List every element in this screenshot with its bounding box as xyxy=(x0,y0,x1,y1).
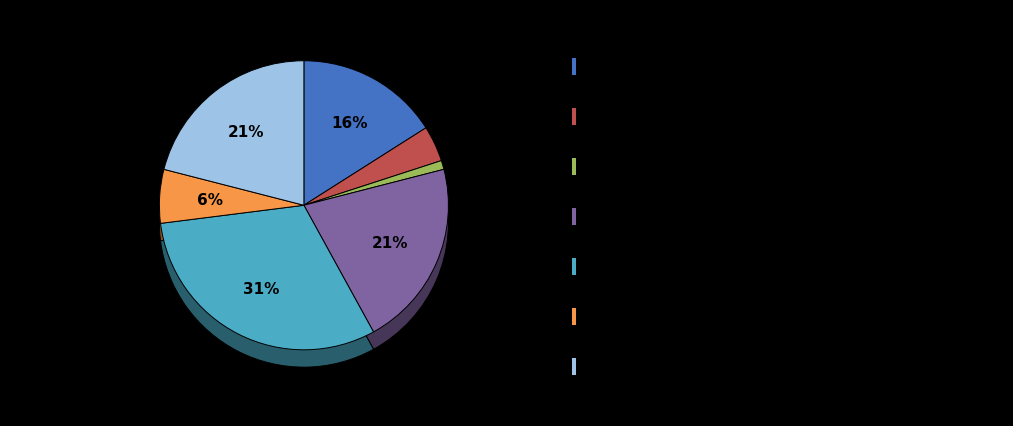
Wedge shape xyxy=(164,79,304,223)
Wedge shape xyxy=(159,187,304,241)
FancyBboxPatch shape xyxy=(572,208,576,225)
Wedge shape xyxy=(304,79,425,223)
FancyBboxPatch shape xyxy=(572,59,576,76)
Text: 21%: 21% xyxy=(228,124,264,139)
Text: 31%: 31% xyxy=(243,282,280,297)
Wedge shape xyxy=(304,170,449,332)
Text: 21%: 21% xyxy=(372,236,408,250)
Wedge shape xyxy=(304,129,442,206)
FancyBboxPatch shape xyxy=(572,109,576,126)
Wedge shape xyxy=(304,161,444,206)
Wedge shape xyxy=(304,187,449,349)
Wedge shape xyxy=(160,206,374,350)
FancyBboxPatch shape xyxy=(572,358,576,375)
FancyBboxPatch shape xyxy=(572,158,576,176)
Wedge shape xyxy=(304,62,425,206)
Wedge shape xyxy=(304,146,442,223)
Wedge shape xyxy=(160,223,374,367)
FancyBboxPatch shape xyxy=(572,258,576,275)
Wedge shape xyxy=(304,178,444,223)
Wedge shape xyxy=(159,170,304,224)
Text: 6%: 6% xyxy=(198,193,223,207)
Wedge shape xyxy=(164,62,304,206)
FancyBboxPatch shape xyxy=(572,308,576,325)
Text: 16%: 16% xyxy=(331,116,368,131)
